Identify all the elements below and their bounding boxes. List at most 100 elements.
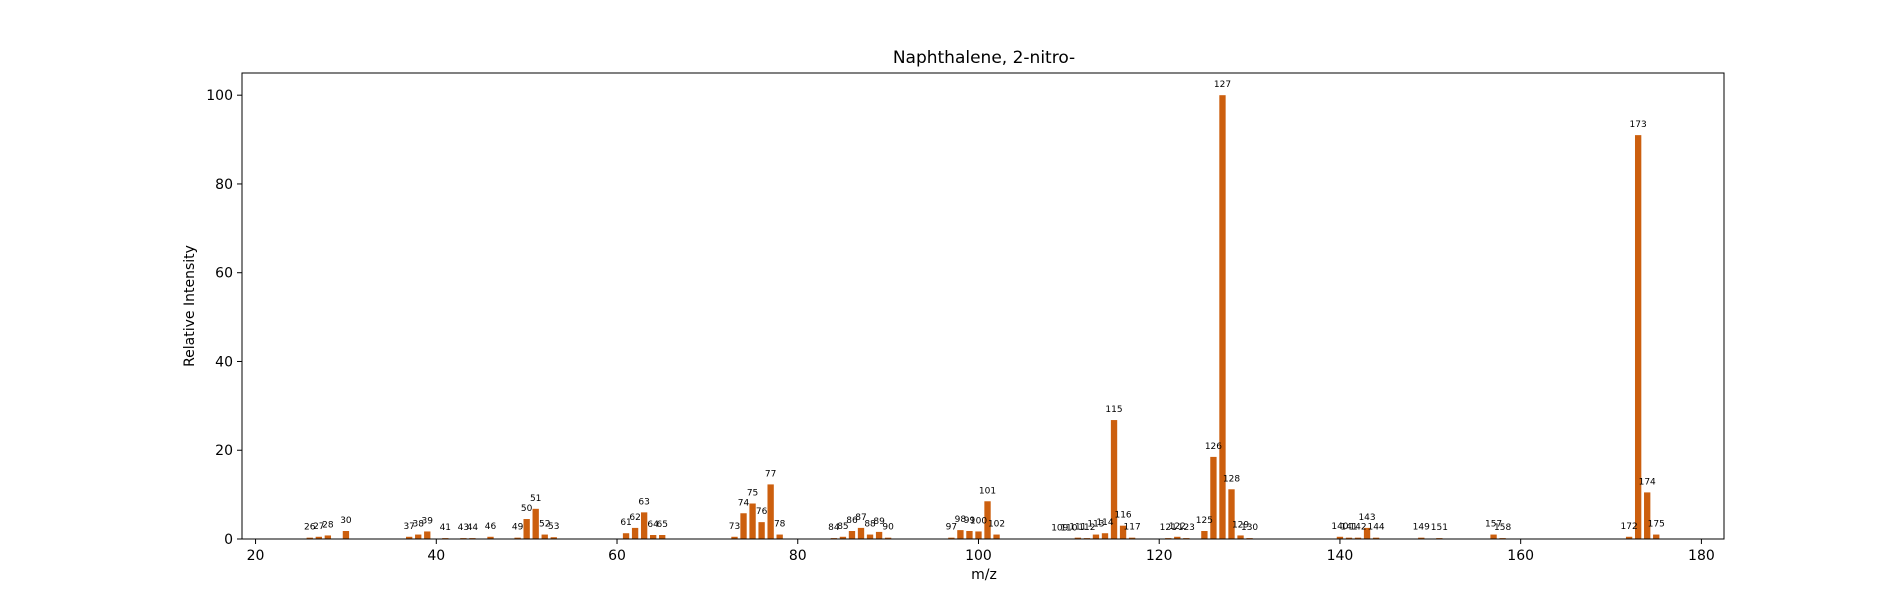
peak-label-mz-111: 111 [1069,523,1086,533]
peak-label-mz-52: 52 [539,520,550,530]
peak-label-mz-86: 86 [846,516,858,526]
x-tick-label-100: 100 [965,548,992,564]
bar-mz-101 [984,501,991,539]
peak-label-mz-62: 62 [629,513,640,523]
bar-mz-26 [306,537,313,539]
bar-mz-149 [1418,537,1425,539]
peak-label-mz-78: 78 [774,520,786,530]
bar-mz-126 [1210,456,1217,539]
peak-label-mz-112: 112 [1078,523,1095,533]
peak-label-mz-53: 53 [548,522,559,532]
peak-label-mz-128: 128 [1223,474,1240,484]
peak-label-mz-75: 75 [747,489,758,499]
bar-mz-73 [731,536,738,539]
peak-label-mz-97: 97 [946,523,957,533]
bar-mz-143 [1363,527,1371,539]
peak-label-mz-90: 90 [882,523,894,533]
bar-mz-37 [406,536,413,539]
bar-mz-50 [523,519,530,539]
peak-label-mz-50: 50 [521,504,533,514]
peak-label-mz-172: 172 [1621,522,1638,532]
bar-mz-97 [948,537,955,539]
x-tick-label-40: 40 [427,548,445,564]
bar-mz-111 [1074,537,1082,539]
bar-mz-76 [758,522,765,539]
peak-label-mz-51: 51 [530,494,541,504]
bar-mz-39 [424,531,431,539]
y-axis: 0 20 40 60 80 100 [206,88,242,548]
x-tick-label-140: 140 [1327,548,1354,564]
bar-mz-129 [1237,535,1244,539]
peak-label-mz-41: 41 [440,523,451,533]
peak-label-mz-99: 99 [964,516,976,526]
peak-label-mz-87: 87 [855,513,866,523]
bar-mz-144 [1372,537,1380,539]
bar-mz-90 [884,537,892,539]
peak-label-mz-44: 44 [467,523,479,533]
peak-label-mz-110: 110 [1060,524,1077,534]
x-tick-label-60: 60 [608,548,626,564]
bar-mz-27 [315,536,322,539]
bar-mz-114 [1101,533,1109,539]
bar-mz-98 [957,530,964,539]
y-tick-label-20: 20 [215,443,233,459]
peak-label-mz-109: 109 [1051,524,1068,534]
peak-label-mz-89: 89 [873,517,885,527]
bar-mz-86 [848,531,856,539]
bar-mz-102 [993,534,1000,539]
peak-label-mz-121: 121 [1160,523,1177,533]
y-axis-label: Relative Intensity [182,245,198,367]
bar-mz-51 [532,508,539,539]
x-tick-label-160: 160 [1507,548,1534,564]
peak-label-mz-129: 129 [1232,520,1249,530]
bar-mz-117 [1128,537,1136,539]
bar-mz-99 [966,531,973,539]
x-tick-label-80: 80 [789,548,807,564]
x-tick-label-120: 120 [1146,548,1173,564]
bar-mz-62 [631,527,639,539]
peak-label-mz-38: 38 [412,520,424,530]
peak-label-mz-117: 117 [1124,523,1141,533]
bar-mz-173 [1634,135,1642,539]
peak-label-mz-84: 84 [828,523,840,533]
peak-label-mz-113: 113 [1087,520,1104,530]
bar-mz-125 [1201,531,1208,539]
bar-mz-115 [1110,420,1118,539]
bar-mz-77 [767,484,774,539]
peak-label-mz-130: 130 [1241,523,1258,533]
peak-label-mz-123: 123 [1178,523,1195,533]
peak-label-mz-39: 39 [422,516,434,526]
bar-mz-75 [749,503,756,539]
bar-mz-78 [776,534,783,539]
peak-label-mz-49: 49 [512,523,524,533]
peak-label-mz-73: 73 [729,522,740,532]
bars-layer [306,95,1660,540]
peak-label-mz-174: 174 [1639,477,1656,487]
peak-label-mz-85: 85 [837,522,848,532]
bar-mz-28 [324,535,332,539]
peak-label-mz-140: 140 [1331,522,1348,532]
bar-mz-113 [1092,534,1100,539]
peak-label-mz-141: 141 [1340,523,1357,533]
bar-mz-30 [342,531,350,539]
peak-label-mz-122: 122 [1169,522,1186,532]
peak-label-mz-157: 157 [1485,520,1502,530]
bar-mz-65 [659,535,666,539]
peak-label-mz-26: 26 [304,523,316,533]
bar-mz-128 [1228,489,1235,539]
peak-label-mz-115: 115 [1105,405,1122,415]
peak-label-mz-88: 88 [864,520,876,530]
bar-mz-175 [1653,534,1660,539]
peak-label-mz-143: 143 [1358,513,1375,523]
peak-label-mz-114: 114 [1096,518,1113,528]
peak-label-mz-144: 144 [1367,523,1384,533]
bar-mz-85 [839,536,847,539]
peak-label-mz-151: 151 [1431,523,1448,533]
x-tick-label-20: 20 [247,548,265,564]
x-tick-label-180: 180 [1688,548,1715,564]
peak-label-mz-149: 149 [1413,523,1430,533]
bar-mz-74 [740,513,747,539]
peak-label-mz-127: 127 [1214,80,1231,90]
